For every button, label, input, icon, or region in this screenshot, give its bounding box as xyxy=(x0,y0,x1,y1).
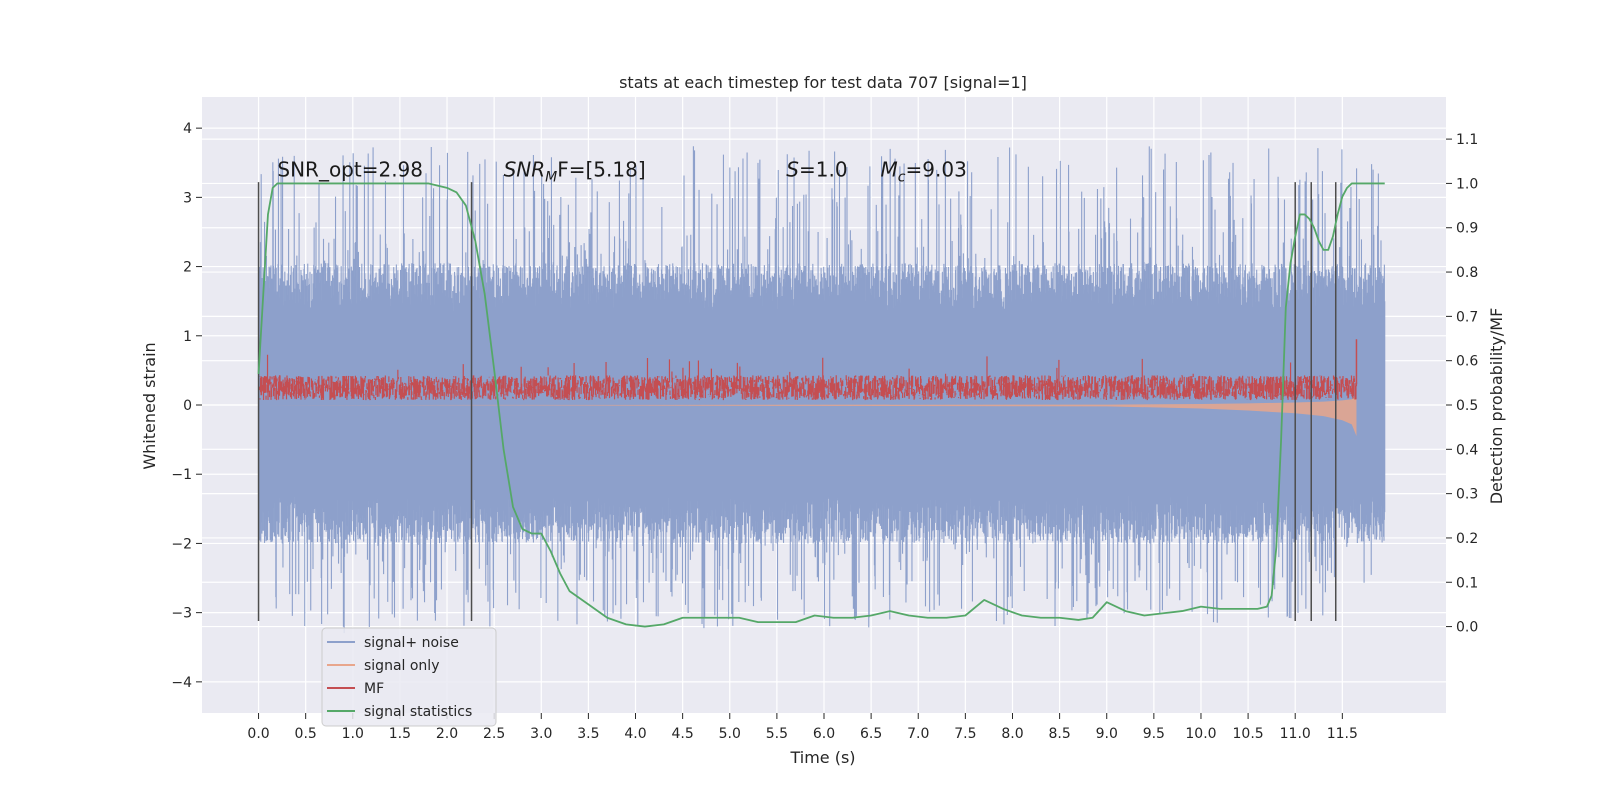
y2-axis-label: Detection probability/MF xyxy=(1487,308,1506,505)
x-tick-label: 10.5 xyxy=(1233,726,1264,742)
y2-tick-label: 0.1 xyxy=(1456,575,1478,591)
series-signal-statistics xyxy=(257,182,1385,628)
x-tick-label: 0.0 xyxy=(247,726,269,742)
annotation-text: S=1.0 xyxy=(786,158,847,182)
x-tick-label: 1.0 xyxy=(342,726,364,742)
y2-tick-label: 0.8 xyxy=(1456,265,1478,281)
x-tick-label: 11.5 xyxy=(1327,726,1358,742)
y-tick-label: 2 xyxy=(183,260,192,276)
y2-tick-label: 0.9 xyxy=(1456,221,1478,237)
signal-only-trace xyxy=(258,395,1357,437)
x-tick-label: 6.5 xyxy=(860,726,882,742)
x-tick-label: 8.5 xyxy=(1048,726,1070,742)
y-axis-ticks: −4 −3 −2 −1 0 1 2 3 4 xyxy=(171,121,202,691)
legend: signal+ noise signal only MF signal statist… xyxy=(321,627,497,727)
legend-label: MF xyxy=(364,681,384,697)
x-tick-label: 0.5 xyxy=(295,726,317,742)
x-tick-label: 1.5 xyxy=(389,726,411,742)
series-signal-only xyxy=(258,395,1357,437)
annotation-text: Mc=9.03 xyxy=(881,158,967,186)
y-tick-label: 0 xyxy=(183,398,192,414)
chart-title: stats at each timestep for test data 707… xyxy=(619,73,1027,92)
event-markers xyxy=(257,182,1337,621)
x-tick-label: 2.5 xyxy=(483,726,505,742)
x-tick-label: 3.0 xyxy=(530,726,552,742)
legend-box xyxy=(321,627,497,727)
y2-tick-label: 0.2 xyxy=(1456,531,1478,547)
x-tick-label: 4.5 xyxy=(672,726,694,742)
x-axis-ticks: 0.0 0.5 1.0 1.5 2.0 2.5 3.0 3.5 4.0 4.5 5.0 5.5 6.0 6… xyxy=(247,713,1358,742)
x-tick-label: 7.5 xyxy=(954,726,976,742)
y2-tick-label: 0.0 xyxy=(1456,620,1478,636)
y-axis-label: Whitened strain xyxy=(140,342,159,469)
x-tick-label: 5.5 xyxy=(766,726,788,742)
annotation-text: SNR_opt=2.98 xyxy=(277,158,423,182)
x-tick-label: 8.0 xyxy=(1001,726,1023,742)
legend-label: signal only xyxy=(364,658,439,674)
x-tick-label: 5.0 xyxy=(719,726,741,742)
x-tick-label: 9.0 xyxy=(1096,726,1118,742)
y2-tick-label: 1.1 xyxy=(1456,132,1478,148)
annotation-text: SNRMF=[5.18] xyxy=(504,158,646,186)
y2-tick-label: 0.7 xyxy=(1456,309,1478,325)
x-tick-label: 10.0 xyxy=(1185,726,1216,742)
signal-statistics-trace xyxy=(257,182,1385,628)
y2-tick-label: 0.3 xyxy=(1456,487,1478,503)
y-tick-label: 3 xyxy=(183,190,192,206)
x-axis-label: Time (s) xyxy=(789,748,855,767)
y-tick-label: −2 xyxy=(171,536,192,552)
y-tick-label: −4 xyxy=(171,675,192,691)
y2-axis-ticks: 0.0 0.1 0.2 0.3 0.4 0.5 0.6 0.7 0.8 0.9 1.0 1.1 xyxy=(1446,132,1478,636)
y2-tick-label: 1.0 xyxy=(1456,176,1478,192)
x-tick-label: 9.5 xyxy=(1143,726,1165,742)
y-tick-label: −3 xyxy=(171,606,192,622)
x-tick-label: 4.0 xyxy=(624,726,646,742)
x-tick-label: 2.0 xyxy=(436,726,458,742)
x-tick-label: 11.0 xyxy=(1280,726,1311,742)
y2-tick-label: 0.5 xyxy=(1456,398,1478,414)
y-tick-label: 1 xyxy=(183,329,192,345)
x-tick-label: 7.0 xyxy=(907,726,929,742)
legend-label: signal statistics xyxy=(364,704,472,720)
y2-tick-label: 0.4 xyxy=(1456,442,1478,458)
x-tick-label: 6.0 xyxy=(813,726,835,742)
y-tick-label: −1 xyxy=(171,467,192,483)
annotations: SNR_opt=2.98 SNRMF=[5.18] S=1.0 Mc=9.03 xyxy=(277,158,966,186)
legend-label: signal+ noise xyxy=(364,635,459,651)
y2-tick-label: 0.6 xyxy=(1456,354,1478,370)
y-tick-label: 4 xyxy=(183,121,192,137)
x-tick-label: 3.5 xyxy=(577,726,599,742)
